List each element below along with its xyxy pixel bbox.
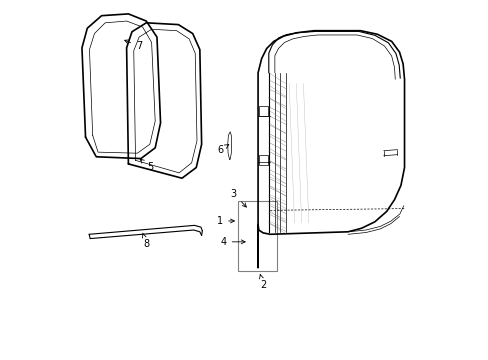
- Text: 1: 1: [217, 216, 234, 226]
- Text: 3: 3: [230, 189, 246, 207]
- Text: 5: 5: [140, 159, 153, 172]
- Text: 6: 6: [217, 145, 228, 155]
- Bar: [258, 155, 267, 165]
- Bar: [258, 107, 267, 116]
- Text: 8: 8: [142, 233, 149, 249]
- Text: 7: 7: [124, 40, 142, 51]
- Text: 2: 2: [259, 274, 266, 290]
- Bar: [238, 202, 276, 271]
- Text: 4: 4: [220, 237, 244, 247]
